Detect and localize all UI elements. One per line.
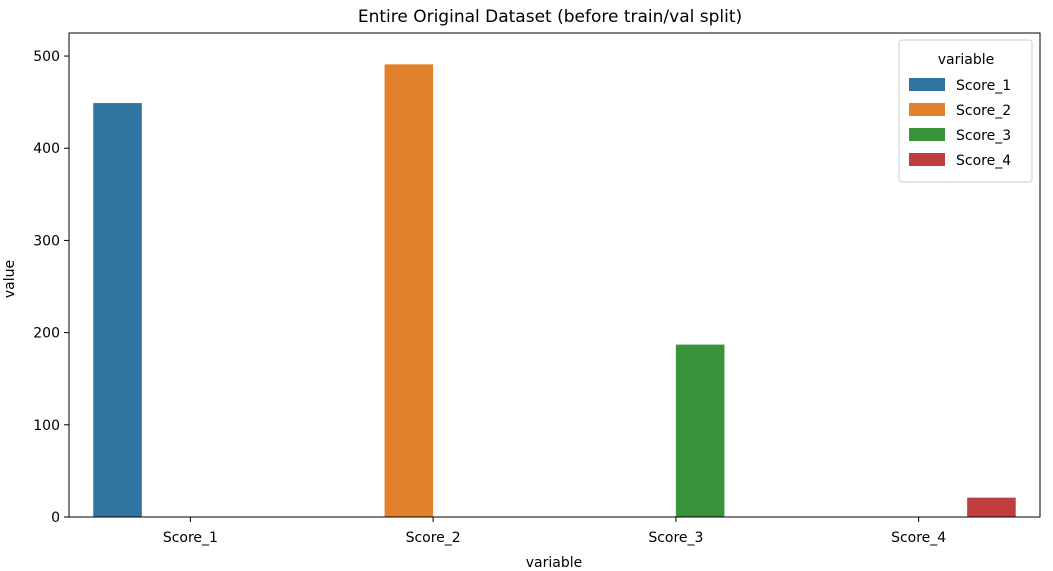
y-tick-label: 400 (33, 141, 60, 157)
y-tick-label: 200 (33, 326, 60, 342)
x-tick-label: Score_2 (406, 530, 461, 546)
chart-title: Entire Original Dataset (before train/va… (358, 7, 742, 27)
x-axis-label: variable (526, 555, 582, 571)
legend-swatch (909, 153, 945, 166)
legend-label: Score_4 (956, 153, 1011, 169)
legend-swatch (909, 78, 945, 91)
y-tick-label: 0 (51, 510, 60, 526)
legend-swatch (909, 128, 945, 141)
bar-score-2 (384, 64, 434, 518)
legend-label: Score_2 (956, 103, 1011, 119)
plot-area (68, 32, 1041, 518)
legend: variable Score_1 Score_2 Score_3 Score_4 (898, 39, 1033, 183)
bar-score-4 (967, 497, 1016, 517)
y-axis: 0 100 200 300 400 500 (33, 49, 69, 526)
bar-score-3 (675, 344, 725, 517)
x-axis: Score_1 Score_2 Score_3 Score_4 (163, 517, 946, 546)
plot-frame (68, 32, 1041, 518)
legend-label: Score_1 (956, 78, 1011, 94)
x-tick-label: Score_1 (163, 530, 218, 546)
legend-label: Score_3 (956, 128, 1011, 144)
legend-frame (898, 39, 1033, 183)
y-tick-label: 300 (33, 233, 60, 249)
legend-swatch (909, 103, 945, 116)
x-tick-label: Score_4 (891, 530, 946, 546)
x-tick-label: Score_3 (648, 530, 703, 546)
y-axis-label: value (2, 260, 18, 298)
legend-title: variable (938, 52, 994, 68)
bar-score-1 (93, 103, 142, 517)
y-tick-label: 500 (33, 49, 60, 65)
y-tick-label: 100 (33, 418, 60, 434)
